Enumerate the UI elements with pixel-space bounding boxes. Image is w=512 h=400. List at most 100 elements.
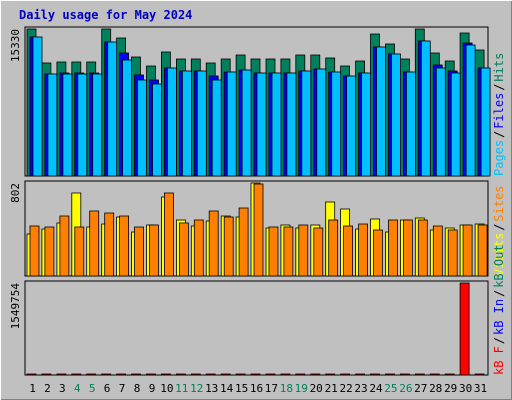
bar-sites-day-4	[74, 226, 85, 277]
bar-pages-day-28	[435, 67, 446, 177]
bar-kb-f-day-10	[160, 373, 171, 376]
legend-entry: kB Out	[492, 244, 506, 287]
bar-sites-day-25	[388, 219, 398, 277]
bar-kb-f-day-9	[146, 373, 156, 376]
bar-pages-day-22	[346, 75, 357, 177]
day-label-15: 15	[235, 382, 248, 395]
day-label-22: 22	[339, 382, 352, 395]
bar-pages-day-24	[376, 46, 386, 177]
bar-sites-day-26	[402, 219, 413, 277]
bar-kb-f-day-17	[265, 373, 276, 376]
bar-pages-day-11	[181, 70, 192, 177]
bar-kb-f-day-1	[26, 373, 37, 376]
bar-pages-day-12	[196, 70, 207, 177]
bar-pages-day-6	[107, 41, 118, 177]
bar-kb-f-day-27	[414, 373, 425, 376]
bar-kb-f-day-14	[220, 373, 231, 376]
legend-entry: Files	[492, 93, 506, 129]
bar-pages-day-14	[226, 71, 237, 177]
bar-pages-day-21	[331, 71, 342, 177]
legend-separator: /	[492, 131, 506, 138]
bar-sites-day-7	[119, 215, 129, 277]
bar-sites-day-15	[238, 207, 249, 277]
day-label-28: 28	[429, 382, 442, 395]
chart-title: Daily usage for May 2024	[19, 8, 192, 22]
bar-sites-day-21	[328, 219, 339, 277]
bar-sites-day-27	[417, 219, 428, 277]
bar-pages-day-9	[152, 83, 162, 177]
day-label-27: 27	[414, 382, 427, 395]
bar-kb-f-day-21	[325, 373, 336, 376]
bar-sites-day-13	[208, 210, 219, 277]
bar-sites-day-23	[358, 223, 369, 277]
legend-separator: /	[492, 84, 506, 91]
day-label-1: 1	[29, 382, 36, 395]
bar-pages-day-27	[420, 40, 431, 177]
day-label-23: 23	[354, 382, 367, 395]
bar-sites-day-19	[298, 224, 309, 277]
day-label-12: 12	[190, 382, 203, 395]
bar-pages-day-25	[391, 53, 401, 177]
legend-separator: /	[492, 290, 506, 297]
day-label-26: 26	[399, 382, 412, 395]
day-label-21: 21	[325, 382, 338, 395]
bar-sites-day-20	[313, 227, 324, 277]
bar-kb-f-day-23	[355, 373, 366, 376]
panel-visits: 802 Visits / Sites	[9, 180, 506, 277]
y-axis-max-label: 15330	[9, 29, 22, 62]
bar-kb-f-day-2	[41, 373, 52, 376]
day-label-4: 4	[74, 382, 81, 395]
bar-kb-f-day-7	[116, 373, 126, 376]
bar-kb-f-day-12	[190, 373, 201, 376]
day-label-25: 25	[384, 382, 397, 395]
bar-sites-day-14	[223, 216, 234, 277]
day-label-13: 13	[205, 382, 218, 395]
legend-entry: kB F	[492, 346, 506, 375]
bar-kb-f-day-16	[250, 373, 261, 376]
bar-kb-f-day-8	[131, 373, 141, 376]
day-label-19: 19	[295, 382, 308, 395]
day-label-18: 18	[280, 382, 293, 395]
day-label-14: 14	[220, 382, 234, 395]
day-label-7: 7	[119, 382, 126, 395]
bar-sites-day-10	[163, 192, 174, 277]
x-axis-day-labels: 1 2 3 4 5 6 7 8 9 10 11 12 13 14 15 16 17 18 19 20 21 22 23 24 2…	[29, 382, 487, 395]
bar-pages-day-17	[271, 72, 282, 177]
day-label-9: 9	[149, 382, 156, 395]
bar-sites-day-28	[432, 225, 443, 277]
legend-entry: kB In	[492, 299, 506, 335]
bar-kb-f-day-31	[474, 373, 485, 376]
legend-entry: Sites	[492, 185, 506, 221]
day-label-24: 24	[369, 382, 383, 395]
bar-pages-day-30	[465, 44, 476, 177]
bar-pages-day-7	[122, 59, 132, 177]
bar-sites-day-2	[44, 226, 55, 277]
day-label-29: 29	[444, 382, 457, 395]
bar-pages-day-31	[480, 67, 491, 177]
bar-sites-day-1	[29, 225, 40, 277]
day-label-3: 3	[59, 382, 66, 395]
y-axis-max-label: 1549754	[9, 283, 22, 330]
day-label-5: 5	[89, 382, 96, 395]
bar-pages-day-20	[316, 68, 327, 177]
bar-kb-f-day-18	[280, 373, 291, 376]
series-pages	[32, 36, 491, 177]
series-sites	[29, 183, 488, 277]
legend-entry: Visits	[492, 233, 506, 276]
bar-sites-day-6	[104, 212, 115, 277]
legend-separator: /	[492, 337, 506, 344]
bar-pages-day-18	[286, 72, 297, 177]
chart-panels: 15330 Pages / Files / Hits 802 Visits / Sites 1549…	[9, 26, 506, 376]
bar-kb-f-day-19	[295, 373, 306, 376]
bar-pages-day-1	[32, 36, 43, 177]
bar-kb-f-day-28	[429, 373, 440, 376]
bar-pages-day-8	[137, 79, 147, 177]
bar-pages-day-5	[92, 73, 103, 177]
bar-pages-day-23	[361, 72, 372, 177]
bar-pages-day-19	[301, 70, 312, 177]
bar-kb-f-day-3	[56, 373, 67, 376]
series-kb-f	[26, 282, 485, 376]
bar-sites-day-31	[477, 224, 488, 277]
panel-legend: kB F / kB In / kB Out	[492, 244, 506, 375]
